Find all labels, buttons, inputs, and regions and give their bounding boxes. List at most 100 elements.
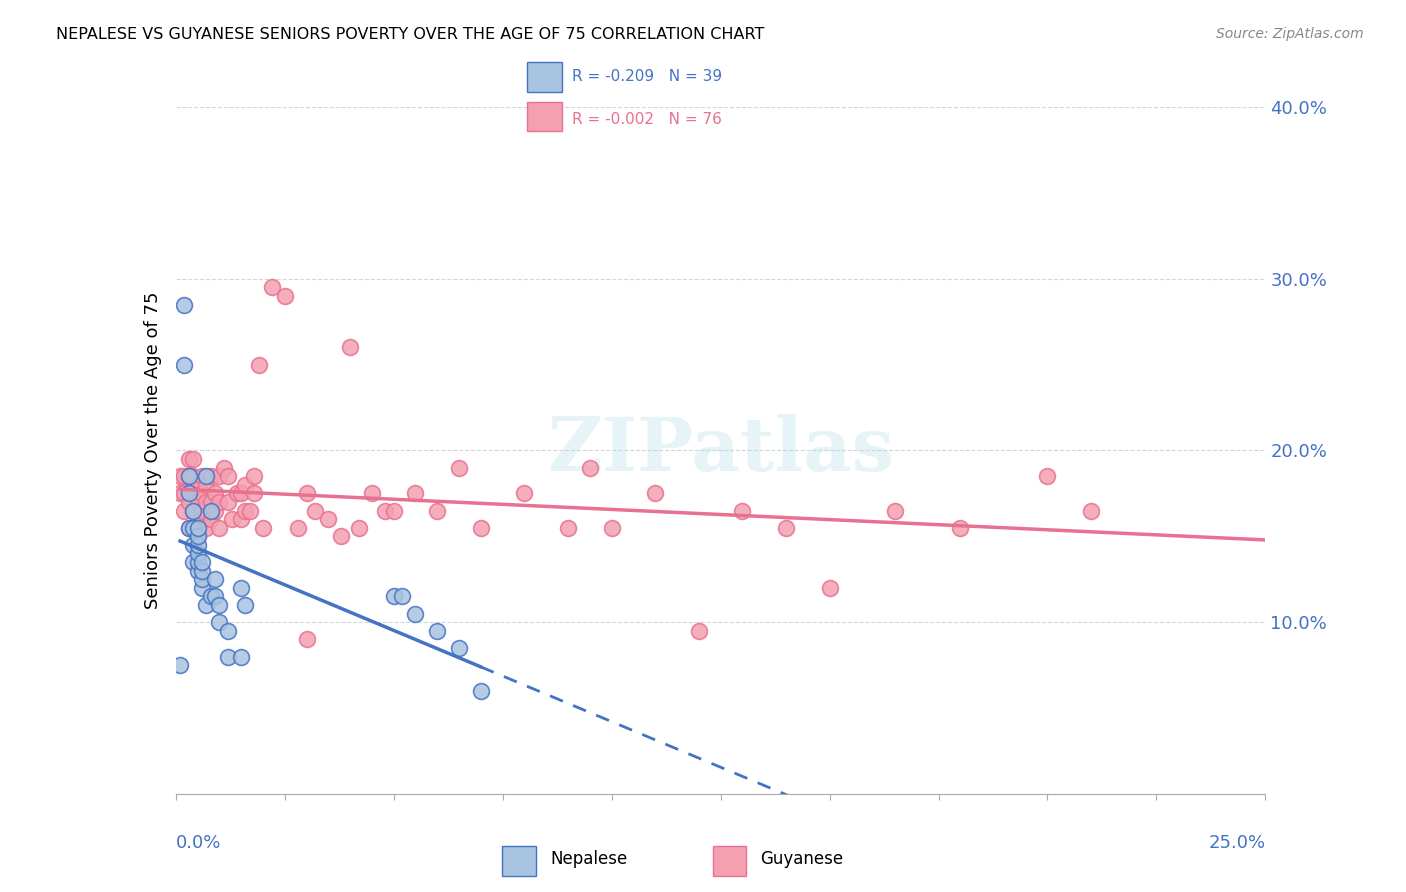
Point <box>447 460 470 475</box>
Point <box>274 289 297 303</box>
Point <box>186 478 209 492</box>
Point <box>181 555 204 569</box>
Point <box>775 521 797 535</box>
Text: Nepalese: Nepalese <box>550 849 627 868</box>
Point <box>447 640 470 655</box>
Point <box>177 469 200 483</box>
Point <box>173 469 195 483</box>
Point <box>204 572 226 586</box>
Point <box>818 581 841 595</box>
Point <box>231 486 253 500</box>
Point <box>191 503 214 517</box>
Point <box>231 649 253 664</box>
Point <box>204 503 226 517</box>
Point <box>177 452 200 467</box>
Point <box>212 460 235 475</box>
Text: ZIPatlas: ZIPatlas <box>547 414 894 487</box>
Text: R = -0.002   N = 76: R = -0.002 N = 76 <box>572 112 721 127</box>
Text: NEPALESE VS GUYANESE SENIORS POVERTY OVER THE AGE OF 75 CORRELATION CHART: NEPALESE VS GUYANESE SENIORS POVERTY OVE… <box>56 27 765 42</box>
Point <box>295 486 318 500</box>
Point <box>173 486 195 500</box>
Point <box>204 590 226 604</box>
Point <box>186 546 209 561</box>
Point <box>1080 503 1102 517</box>
Point <box>181 469 204 483</box>
Point <box>200 495 222 509</box>
Point <box>347 521 370 535</box>
Point <box>200 590 222 604</box>
Point <box>260 280 283 294</box>
Point <box>181 538 204 552</box>
Point <box>405 607 427 621</box>
Point <box>644 486 666 500</box>
Point <box>600 521 623 535</box>
Point <box>470 683 492 698</box>
Point <box>1036 469 1059 483</box>
Point <box>426 503 449 517</box>
Point <box>186 564 209 578</box>
Point <box>225 486 247 500</box>
Point <box>173 297 195 311</box>
Point <box>169 658 191 673</box>
Point <box>177 495 200 509</box>
Point <box>169 486 191 500</box>
Point <box>191 564 214 578</box>
Point <box>217 469 239 483</box>
Point <box>191 512 214 526</box>
Point <box>235 503 257 517</box>
Text: R = -0.209   N = 39: R = -0.209 N = 39 <box>572 70 723 85</box>
Point <box>360 486 382 500</box>
Point <box>208 598 231 612</box>
Point <box>405 486 427 500</box>
Point <box>382 503 405 517</box>
Point <box>200 469 222 483</box>
Point <box>208 615 231 630</box>
FancyBboxPatch shape <box>527 62 562 92</box>
FancyBboxPatch shape <box>502 847 536 876</box>
Point <box>191 469 214 483</box>
Point <box>304 503 326 517</box>
Point <box>884 503 907 517</box>
Point <box>243 486 266 500</box>
Point <box>191 486 214 500</box>
Point <box>186 529 209 543</box>
Point <box>949 521 972 535</box>
Point <box>217 624 239 638</box>
Point <box>231 581 253 595</box>
Point <box>217 649 239 664</box>
Point <box>221 512 243 526</box>
Point <box>426 624 449 638</box>
Point <box>235 598 257 612</box>
Point <box>195 521 218 535</box>
Point <box>318 512 340 526</box>
Point <box>200 503 222 517</box>
Point <box>204 486 226 500</box>
Point <box>173 358 195 372</box>
Point <box>243 469 266 483</box>
Point <box>181 452 204 467</box>
Point <box>688 624 710 638</box>
Point <box>382 590 405 604</box>
Y-axis label: Seniors Poverty Over the Age of 75: Seniors Poverty Over the Age of 75 <box>143 292 162 609</box>
Text: 25.0%: 25.0% <box>1208 834 1265 852</box>
Point <box>195 495 218 509</box>
Point <box>579 460 602 475</box>
Text: Guyanese: Guyanese <box>761 849 844 868</box>
Point <box>252 521 274 535</box>
Point <box>731 503 754 517</box>
Point <box>186 521 209 535</box>
Point <box>191 555 214 569</box>
Point <box>186 529 209 543</box>
Point <box>208 495 231 509</box>
Point <box>513 486 536 500</box>
Text: 0.0%: 0.0% <box>176 834 221 852</box>
Point <box>235 478 257 492</box>
Point <box>295 632 318 647</box>
Point <box>195 469 218 483</box>
Point <box>191 572 214 586</box>
Point <box>186 495 209 509</box>
Point <box>217 495 239 509</box>
Point <box>231 512 253 526</box>
Point <box>177 486 200 500</box>
Point <box>181 503 204 517</box>
